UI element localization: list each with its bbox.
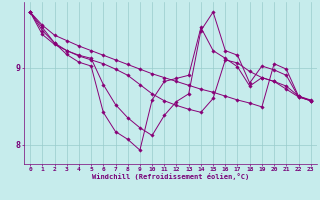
X-axis label: Windchill (Refroidissement éolien,°C): Windchill (Refroidissement éolien,°C) [92, 173, 249, 180]
